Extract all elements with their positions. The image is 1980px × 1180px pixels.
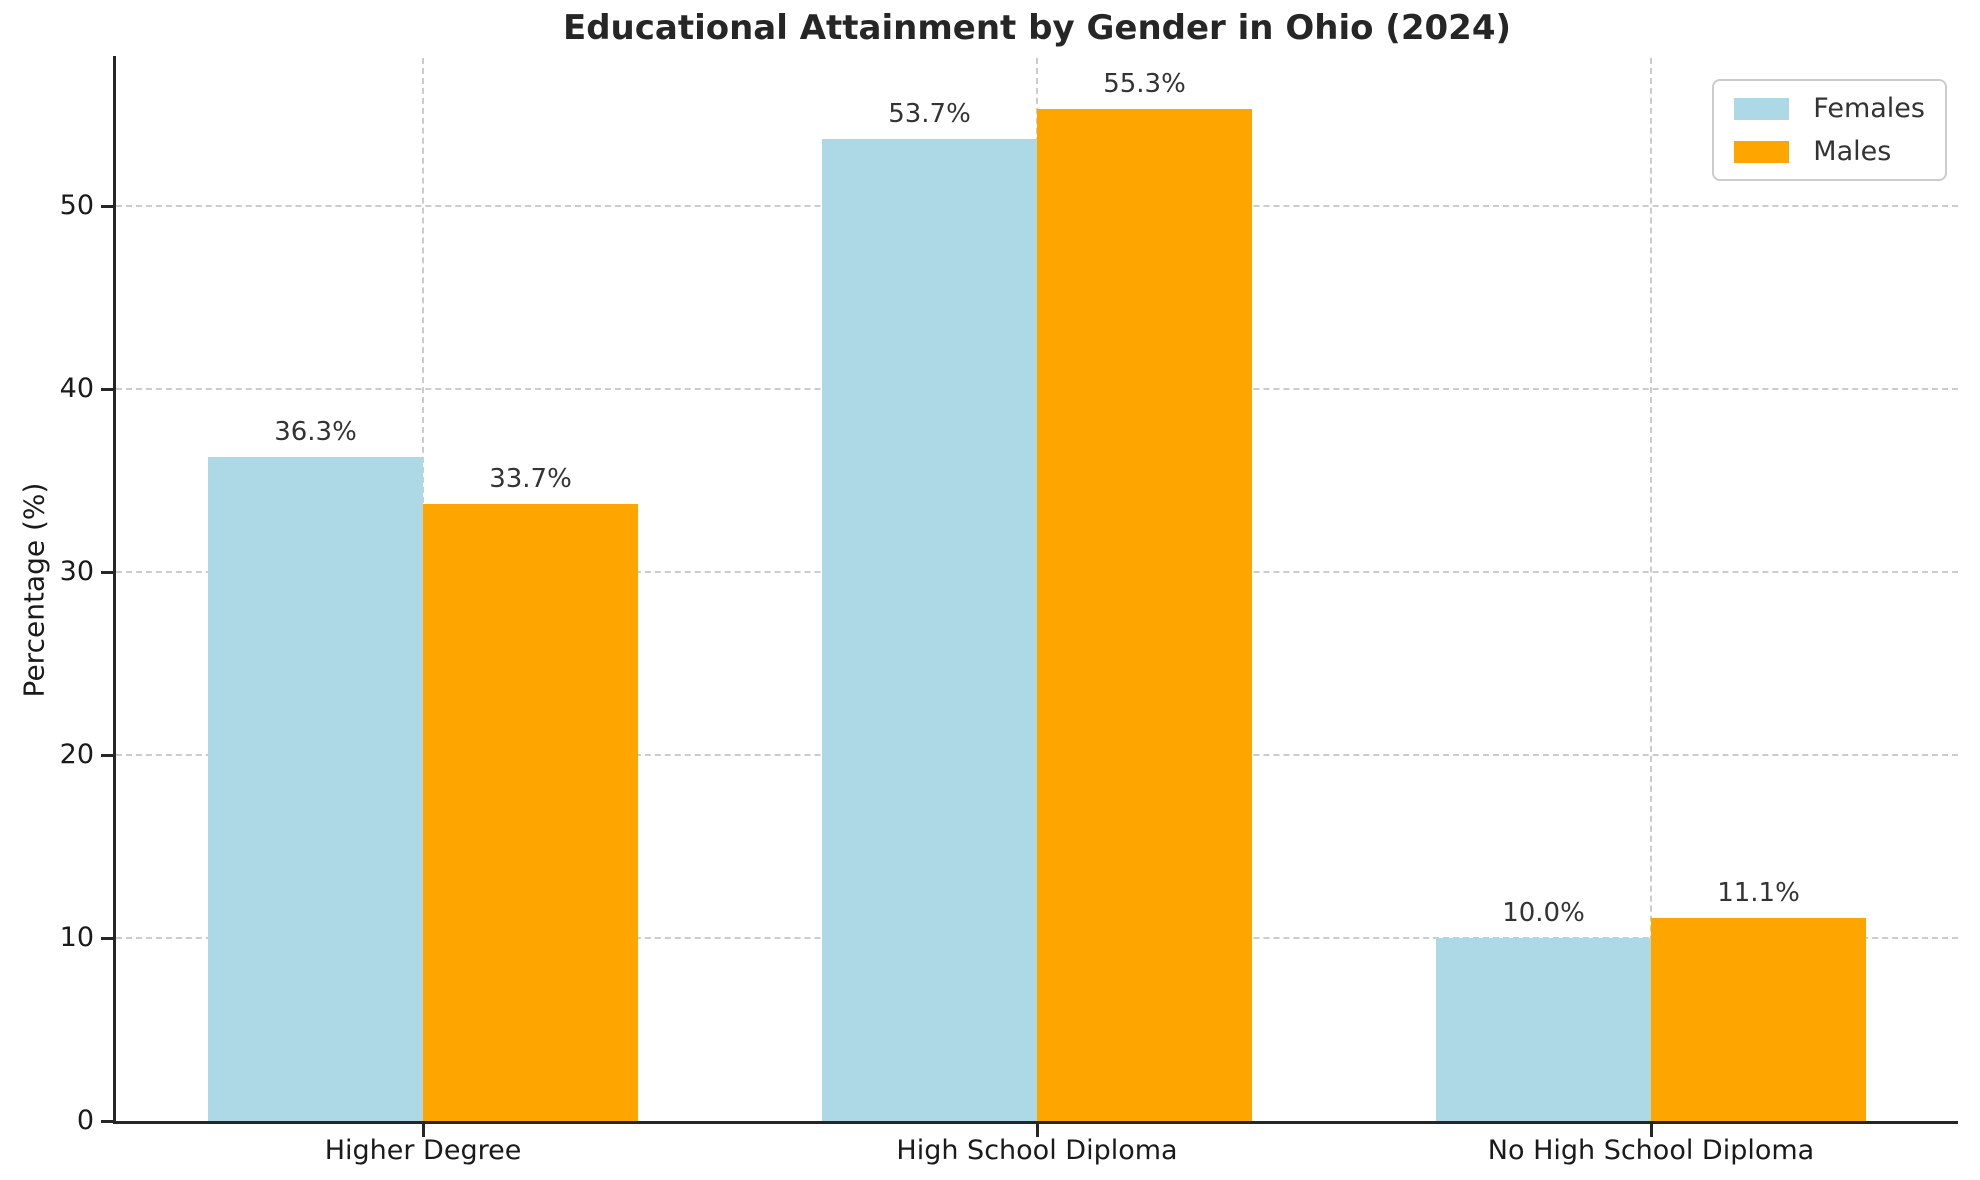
x-tick-mark <box>421 1123 425 1137</box>
bar-males <box>1651 917 1866 1121</box>
bar-females <box>822 138 1037 1121</box>
bar-value-label: 53.7% <box>888 98 971 129</box>
x-tick-label: No High School Diploma <box>1487 1135 1815 1166</box>
legend-swatch-males <box>1734 140 1790 163</box>
bar-males <box>423 504 638 1121</box>
bar-value-label: 55.3% <box>1103 69 1186 100</box>
chart-title: Educational Attainment by Gender in Ohio… <box>562 8 1512 48</box>
bar-value-label: 36.3% <box>274 416 357 447</box>
legend: Females Males <box>1712 79 1947 181</box>
y-tick-label: 50 <box>59 190 94 222</box>
legend-item: Females <box>1734 93 1925 124</box>
y-tick-label: 10 <box>59 922 94 954</box>
legend-label: Females <box>1813 93 1925 124</box>
x-tick-mark <box>1035 1123 1039 1137</box>
x-axis-spine <box>113 1121 1958 1124</box>
y-tick-mark <box>101 936 115 940</box>
bar-value-label: 11.1% <box>1717 877 1800 908</box>
y-tick-label: 30 <box>59 556 94 588</box>
y-tick-label: 20 <box>59 739 94 771</box>
bar-females <box>208 456 423 1121</box>
bar-value-label: 33.7% <box>489 464 572 495</box>
plot-area: 36.3% 33.7% 53.7% 55.3% 10.0% 11.1% <box>116 58 1958 1121</box>
legend-item: Males <box>1734 136 1925 167</box>
y-tick-mark <box>101 387 115 391</box>
bar-males <box>1037 109 1252 1121</box>
bar-females <box>1436 938 1651 1121</box>
y-tick-label: 0 <box>76 1105 94 1136</box>
legend-swatch-females <box>1734 97 1790 120</box>
x-tick-label: Higher Degree <box>324 1135 522 1166</box>
v-gridline <box>1650 58 1652 1121</box>
y-tick-mark <box>101 570 115 574</box>
y-axis-spine <box>113 56 116 1124</box>
y-tick-mark <box>101 204 115 208</box>
y-tick-label: 40 <box>59 373 94 405</box>
x-tick-label: High School Diploma <box>896 1135 1178 1166</box>
x-tick-mark <box>1649 1123 1653 1137</box>
y-tick-mark <box>101 753 115 757</box>
legend-label: Males <box>1813 136 1892 167</box>
y-tick-mark <box>101 1119 115 1123</box>
bar-value-label: 10.0% <box>1502 898 1585 929</box>
